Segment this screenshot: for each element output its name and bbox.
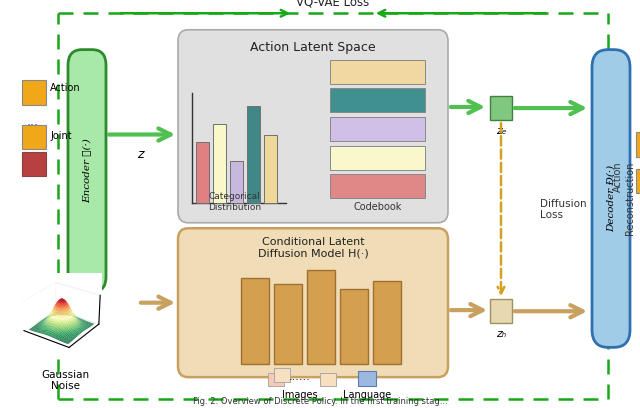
Bar	[230, 161, 243, 203]
Text: zₑ: zₑ	[496, 126, 506, 136]
FancyBboxPatch shape	[68, 50, 106, 292]
Text: Encoder ℰ(·): Encoder ℰ(·)	[83, 139, 92, 203]
Text: Fig. 2: Overview of Discrete Policy. In the first training stag...: Fig. 2: Overview of Discrete Policy. In …	[193, 397, 447, 406]
Bar	[268, 373, 284, 386]
Bar	[330, 60, 425, 84]
Bar	[273, 284, 301, 364]
Text: ...: ...	[27, 115, 39, 128]
Bar	[213, 124, 226, 203]
Text: Action Latent Space: Action Latent Space	[250, 41, 376, 54]
Text: z: z	[137, 148, 143, 161]
Text: Joint: Joint	[50, 131, 72, 141]
Text: Decoder Đ(·): Decoder Đ(·)	[607, 165, 616, 232]
Bar	[264, 135, 277, 203]
Bar	[358, 370, 376, 386]
Bar	[330, 117, 425, 141]
Text: zₕ: zₕ	[496, 329, 506, 339]
Bar	[490, 96, 512, 120]
Text: ......: ......	[289, 372, 311, 382]
FancyBboxPatch shape	[178, 228, 448, 377]
Text: Codebook: Codebook	[353, 202, 402, 212]
Text: Gaussian
Noise: Gaussian Noise	[41, 370, 89, 391]
Bar	[22, 80, 46, 105]
Bar	[247, 106, 260, 203]
Text: VQ-VAE Loss: VQ-VAE Loss	[296, 0, 370, 9]
Bar	[490, 299, 512, 324]
Bar	[330, 88, 425, 113]
Text: Action: Action	[50, 83, 81, 93]
Text: Language: Language	[343, 390, 391, 400]
Bar	[330, 174, 425, 198]
Text: Diffusion
Loss: Diffusion Loss	[540, 199, 587, 220]
FancyBboxPatch shape	[178, 30, 448, 223]
Bar	[339, 289, 367, 364]
FancyBboxPatch shape	[592, 50, 630, 347]
Text: Conditional Latent
Diffusion Model H(·): Conditional Latent Diffusion Model H(·)	[258, 237, 369, 259]
Bar	[307, 270, 335, 364]
Bar	[636, 169, 640, 193]
Bar	[636, 132, 640, 157]
Bar	[22, 124, 46, 149]
Bar	[241, 278, 269, 364]
Bar	[320, 373, 336, 386]
Bar	[22, 152, 46, 176]
Bar	[330, 146, 425, 170]
Bar	[372, 281, 401, 364]
Text: Action
Reconstruction: Action Reconstruction	[613, 162, 635, 235]
Bar	[274, 368, 290, 381]
Text: Categorical
Distribution: Categorical Distribution	[208, 192, 261, 212]
Bar	[196, 142, 209, 203]
Text: Images: Images	[282, 390, 318, 400]
